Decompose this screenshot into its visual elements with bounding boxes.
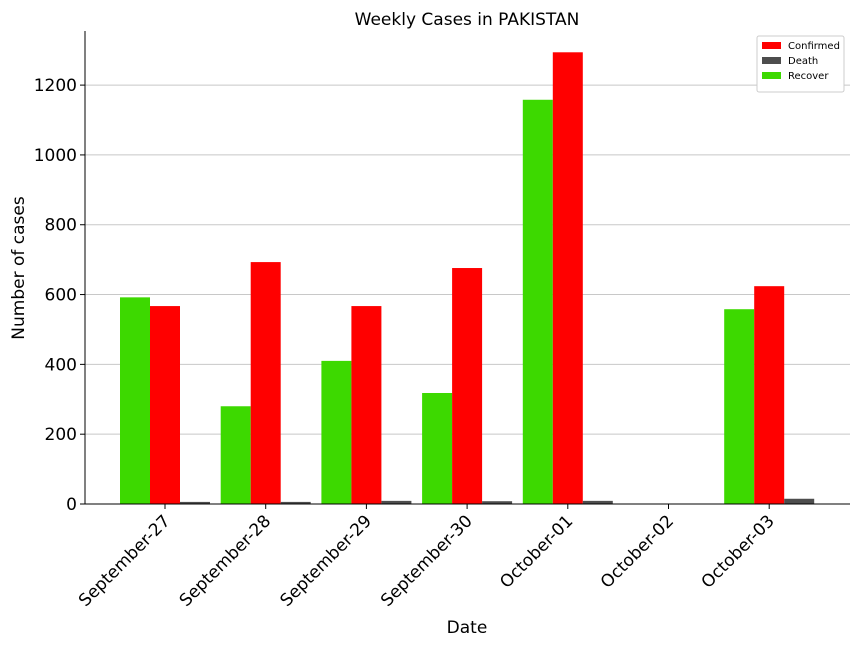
y-tick-label: 200 <box>45 425 77 445</box>
x-tick-label: September-29 <box>276 511 375 610</box>
legend-swatch-recover <box>762 72 781 79</box>
bar-confirmed-october-03 <box>754 286 785 504</box>
y-tick-label: 400 <box>45 355 77 375</box>
bar-recover-september-29 <box>321 360 352 504</box>
legend-label-recover: Recover <box>788 71 829 82</box>
legend-swatch-death <box>762 57 781 64</box>
legend-label-confirmed: Confirmed <box>788 41 840 52</box>
x-tick-label: October-01 <box>496 511 577 592</box>
x-ticks: September-27 September-28 September-29 Sept… <box>75 504 779 611</box>
bar-recover-september-28 <box>220 406 251 504</box>
bar-confirmed-september-27 <box>150 306 180 504</box>
bar-death-september-27 <box>180 501 210 504</box>
bar-death-september-29 <box>381 500 412 504</box>
bar-confirmed-september-30 <box>452 268 483 504</box>
y-axis-label: Number of cases <box>9 196 29 340</box>
bar-death-october-03 <box>784 498 815 504</box>
bar-confirmed-september-28 <box>250 262 281 504</box>
y-tick-label: 600 <box>45 286 77 306</box>
bar-recover-september-27 <box>120 297 150 504</box>
y-tick-label: 1000 <box>34 146 77 166</box>
chart-title: Weekly Cases in PAKISTAN <box>355 10 580 30</box>
bars <box>120 52 815 505</box>
legend: Confirmed Death Recover <box>756 35 845 93</box>
bar-death-september-28 <box>280 501 311 504</box>
x-tick-label: October-02 <box>597 511 678 592</box>
y-ticks: 0 200 400 600 800 1000 1200 <box>34 76 85 515</box>
y-tick-label: 1200 <box>34 76 77 96</box>
x-tick-label: September-27 <box>75 511 174 610</box>
x-tick-label: September-30 <box>377 511 476 610</box>
legend-label-death: Death <box>788 56 818 67</box>
bar-confirmed-september-29 <box>351 306 382 504</box>
legend-swatch-confirmed <box>762 42 781 49</box>
bar-recover-october-01 <box>522 99 553 505</box>
bar-recover-october-03 <box>724 309 755 504</box>
bar-recover-september-30 <box>422 392 453 504</box>
y-tick-label: 0 <box>66 495 77 515</box>
x-tick-label: October-03 <box>698 511 779 592</box>
bar-death-october-01 <box>582 500 613 504</box>
bar-confirmed-october-01 <box>552 52 583 504</box>
x-axis-label: Date <box>447 618 488 638</box>
y-tick-label: 800 <box>45 216 77 236</box>
bar-death-september-30 <box>482 501 513 504</box>
x-tick-label: September-28 <box>176 511 275 610</box>
